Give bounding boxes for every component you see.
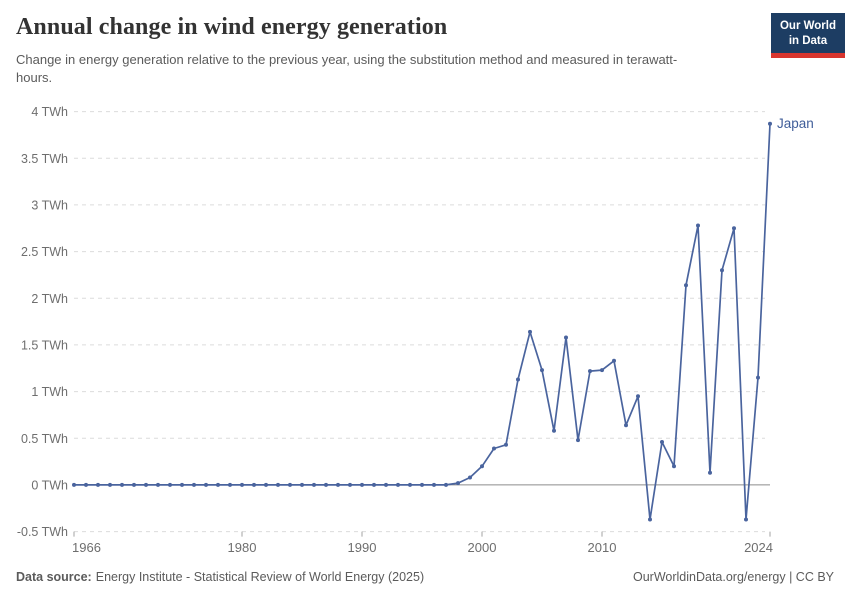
data-point [228,482,232,487]
data-point [672,464,676,469]
y-axis-tick-label: 0.5 TWh [21,432,68,446]
x-axis-tick-label: 2010 [588,540,617,555]
data-point [408,482,412,487]
data-point [600,368,604,373]
data-source-text[interactable]: Energy Institute - Statistical Review of… [95,570,425,584]
data-point [240,482,244,487]
data-point [156,482,160,487]
data-source-label: Data source: [16,570,92,584]
owid-logo[interactable]: Our World in Data [770,13,845,58]
data-point [744,517,748,522]
x-axis-tick-label: 2024 [744,540,773,555]
owid-logo-line2: in Data [788,34,828,47]
data-point [516,377,520,382]
data-point [504,442,508,447]
data-point [252,482,256,487]
owid-logo-line1: Our World [779,20,836,32]
data-point [84,482,88,487]
data-line-japan[interactable] [73,122,771,521]
data-point [168,482,172,487]
data-point [444,482,448,487]
x-axis-tick-label: 2000 [468,540,497,555]
data-source: Data source: Energy Institute - Statistic… [16,570,424,584]
data-point [564,335,568,340]
x-axis-tick-label: 1966 [72,540,101,555]
chart-subtitle: Change in energy generation relative to … [16,52,678,86]
y-axis-tick-label: 3.5 TWh [21,152,68,166]
y-axis-tick-label: 2 TWh [31,292,68,306]
data-point [324,482,328,487]
data-point [396,482,400,487]
y-axis-tick-label: -0.5 TWh [17,525,68,539]
data-point [576,438,580,443]
data-point [648,517,652,522]
data-point [300,482,304,487]
data-point [336,482,340,487]
series-label-japan[interactable]: Japan [777,116,814,131]
chart-footer: Data source: Energy Institute - Statistic… [16,570,834,584]
data-point [552,428,556,433]
data-point [432,482,436,487]
y-axis-tick-label: 2.5 TWh [21,245,68,259]
data-point [636,394,640,399]
data-point [456,481,460,486]
y-axis-tick-label: 3 TWh [31,198,68,212]
data-point [120,482,124,487]
data-point [180,482,184,487]
data-point [660,440,664,444]
y-axis-tick-label: 4 TWh [31,105,68,119]
data-point [288,482,292,487]
data-point [468,475,472,480]
data-point [108,482,112,487]
data-point [348,482,352,487]
data-point [276,482,280,487]
data-point [756,375,760,380]
data-point [768,121,772,126]
y-axis-tick-label: 1 TWh [31,385,68,399]
data-point [72,482,76,487]
data-point [492,446,496,451]
data-point [96,482,100,487]
data-point [732,226,736,231]
x-axis-tick-label: 1980 [228,540,257,555]
data-point [624,423,628,428]
owid-url-license[interactable]: OurWorldinData.org/energy | CC BY [632,570,834,584]
data-point [684,283,688,288]
data-point [204,482,208,487]
data-point [612,358,616,363]
data-point [312,482,316,487]
data-point [264,482,268,487]
data-point [192,482,196,487]
data-point [708,470,712,475]
data-point [360,482,364,487]
data-point [384,482,388,487]
y-axis-tick-label: 1.5 TWh [21,338,68,352]
data-point [132,482,136,487]
data-point [216,482,220,487]
data-point [144,482,148,487]
data-point [372,482,376,487]
data-point [480,464,484,469]
page-title: Annual change in wind energy generation [16,14,448,40]
y-axis-tick-label: 0 TWh [31,478,68,492]
data-point [588,369,592,374]
data-point [420,482,424,487]
x-axis-tick-label: 1990 [348,540,377,555]
data-point [720,268,724,273]
data-point [696,223,700,228]
data-point [540,368,544,373]
data-point [528,329,532,334]
